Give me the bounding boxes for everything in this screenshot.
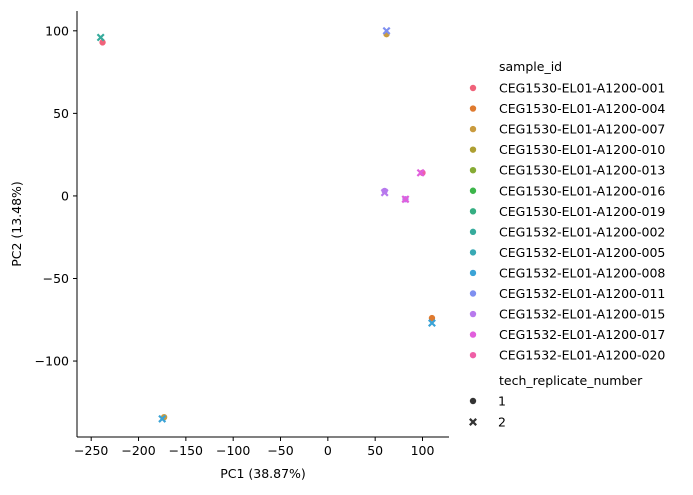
legend-label-sample: CEG1532-EL01-A1200-008 xyxy=(499,265,665,280)
data-point-replicate-1 xyxy=(380,187,389,195)
legend-label-sample: CEG1530-EL01-A1200-019 xyxy=(499,204,665,219)
y-tick-label: 50 xyxy=(53,106,69,121)
legend-marker-ceg1530-el01-a1200-007 xyxy=(469,125,477,133)
y-axis-label: PC2 (13.48%) xyxy=(9,181,24,267)
x-tick-label: −150 xyxy=(169,443,203,458)
legend-marker-ceg1532-el01-a1200-020 xyxy=(469,351,477,359)
legend-marker-ceg1532-el01-a1200-015 xyxy=(469,310,477,318)
legend-marker-ceg1530-el01-a1200-001 xyxy=(469,84,477,92)
legend-label-replicate: 2 xyxy=(498,415,506,430)
legend-label-sample: CEG1532-EL01-A1200-017 xyxy=(499,327,665,342)
legend-marker-ceg1530-el01-a1200-004 xyxy=(469,104,477,113)
x-tick-label: −200 xyxy=(121,443,155,458)
x-tick-label: −250 xyxy=(74,443,108,458)
data-point-replicate-2 xyxy=(401,195,410,204)
y-tick-label: −50 xyxy=(43,271,69,286)
data-point-replicate-2 xyxy=(416,168,425,177)
legend-label-sample: CEG1532-EL01-A1200-002 xyxy=(499,224,665,239)
legend-marker-ceg1532-el01-a1200-017 xyxy=(469,330,477,339)
legend-marker-x xyxy=(469,418,477,426)
axes: −250 −200 −150 −100 −50 0 50 100 100 50 0 −50 −100 xyxy=(35,11,449,458)
data-points xyxy=(96,26,436,423)
legend-marker-circle xyxy=(469,397,477,405)
legend-marker-ceg1530-el01-a1200-013 xyxy=(469,166,477,174)
x-tick-label: 0 xyxy=(324,443,332,458)
legend-marker-ceg1532-el01-a1200-008 xyxy=(469,269,477,277)
legend-label-sample: CEG1532-EL01-A1200-015 xyxy=(499,307,665,322)
x-tick-label: −50 xyxy=(267,443,293,458)
legend-label-sample: CEG1530-EL01-A1200-001 xyxy=(499,81,665,96)
y-tick-label: 100 xyxy=(45,23,69,38)
legend-marker-ceg1530-el01-a1200-019 xyxy=(469,207,477,216)
data-point-replicate-2 xyxy=(158,414,167,423)
legend-label-sample: CEG1530-EL01-A1200-004 xyxy=(499,101,665,116)
legend-marker-ceg1530-el01-a1200-010 xyxy=(469,145,477,154)
y-tick-label: 0 xyxy=(61,188,69,203)
legend-label-sample: CEG1532-EL01-A1200-011 xyxy=(499,286,665,301)
legend-label-sample: CEG1530-EL01-A1200-007 xyxy=(499,122,665,137)
x-tick-label: 50 xyxy=(367,443,383,458)
legend-label-replicate: 1 xyxy=(498,394,506,409)
legend-marker-ceg1532-el01-a1200-005 xyxy=(469,248,477,257)
data-point-replicate-1 xyxy=(418,169,427,177)
data-point-replicate-2 xyxy=(427,319,436,328)
legend: sample_id CEG1530-EL01-A1200-001 CEG1530-… xyxy=(469,59,665,430)
legend-label-sample: CEG1530-EL01-A1200-013 xyxy=(499,163,665,178)
data-point-replicate-2 xyxy=(382,26,391,35)
legend-marker-ceg1530-el01-a1200-016 xyxy=(469,186,477,195)
legend-marker-ceg1532-el01-a1200-002 xyxy=(469,228,477,236)
y-tick-label: −100 xyxy=(35,354,69,369)
x-axis-label: PC1 (38.87%) xyxy=(220,466,306,481)
legend-title-sample-id: sample_id xyxy=(499,59,562,74)
legend-label-sample: CEG1532-EL01-A1200-005 xyxy=(499,245,665,260)
data-point-replicate-2 xyxy=(96,33,105,42)
legend-label-sample: CEG1530-EL01-A1200-010 xyxy=(499,142,665,157)
legend-label-sample: CEG1530-EL01-A1200-016 xyxy=(499,183,665,198)
legend-marker-ceg1532-el01-a1200-011 xyxy=(469,289,477,298)
legend-title-tech-replicate: tech_replicate_number xyxy=(499,373,643,388)
data-point-replicate-2 xyxy=(380,188,389,197)
x-tick-label: −100 xyxy=(216,443,250,458)
legend-label-sample: CEG1532-EL01-A1200-020 xyxy=(499,348,665,363)
x-tick-label: 100 xyxy=(411,443,435,458)
